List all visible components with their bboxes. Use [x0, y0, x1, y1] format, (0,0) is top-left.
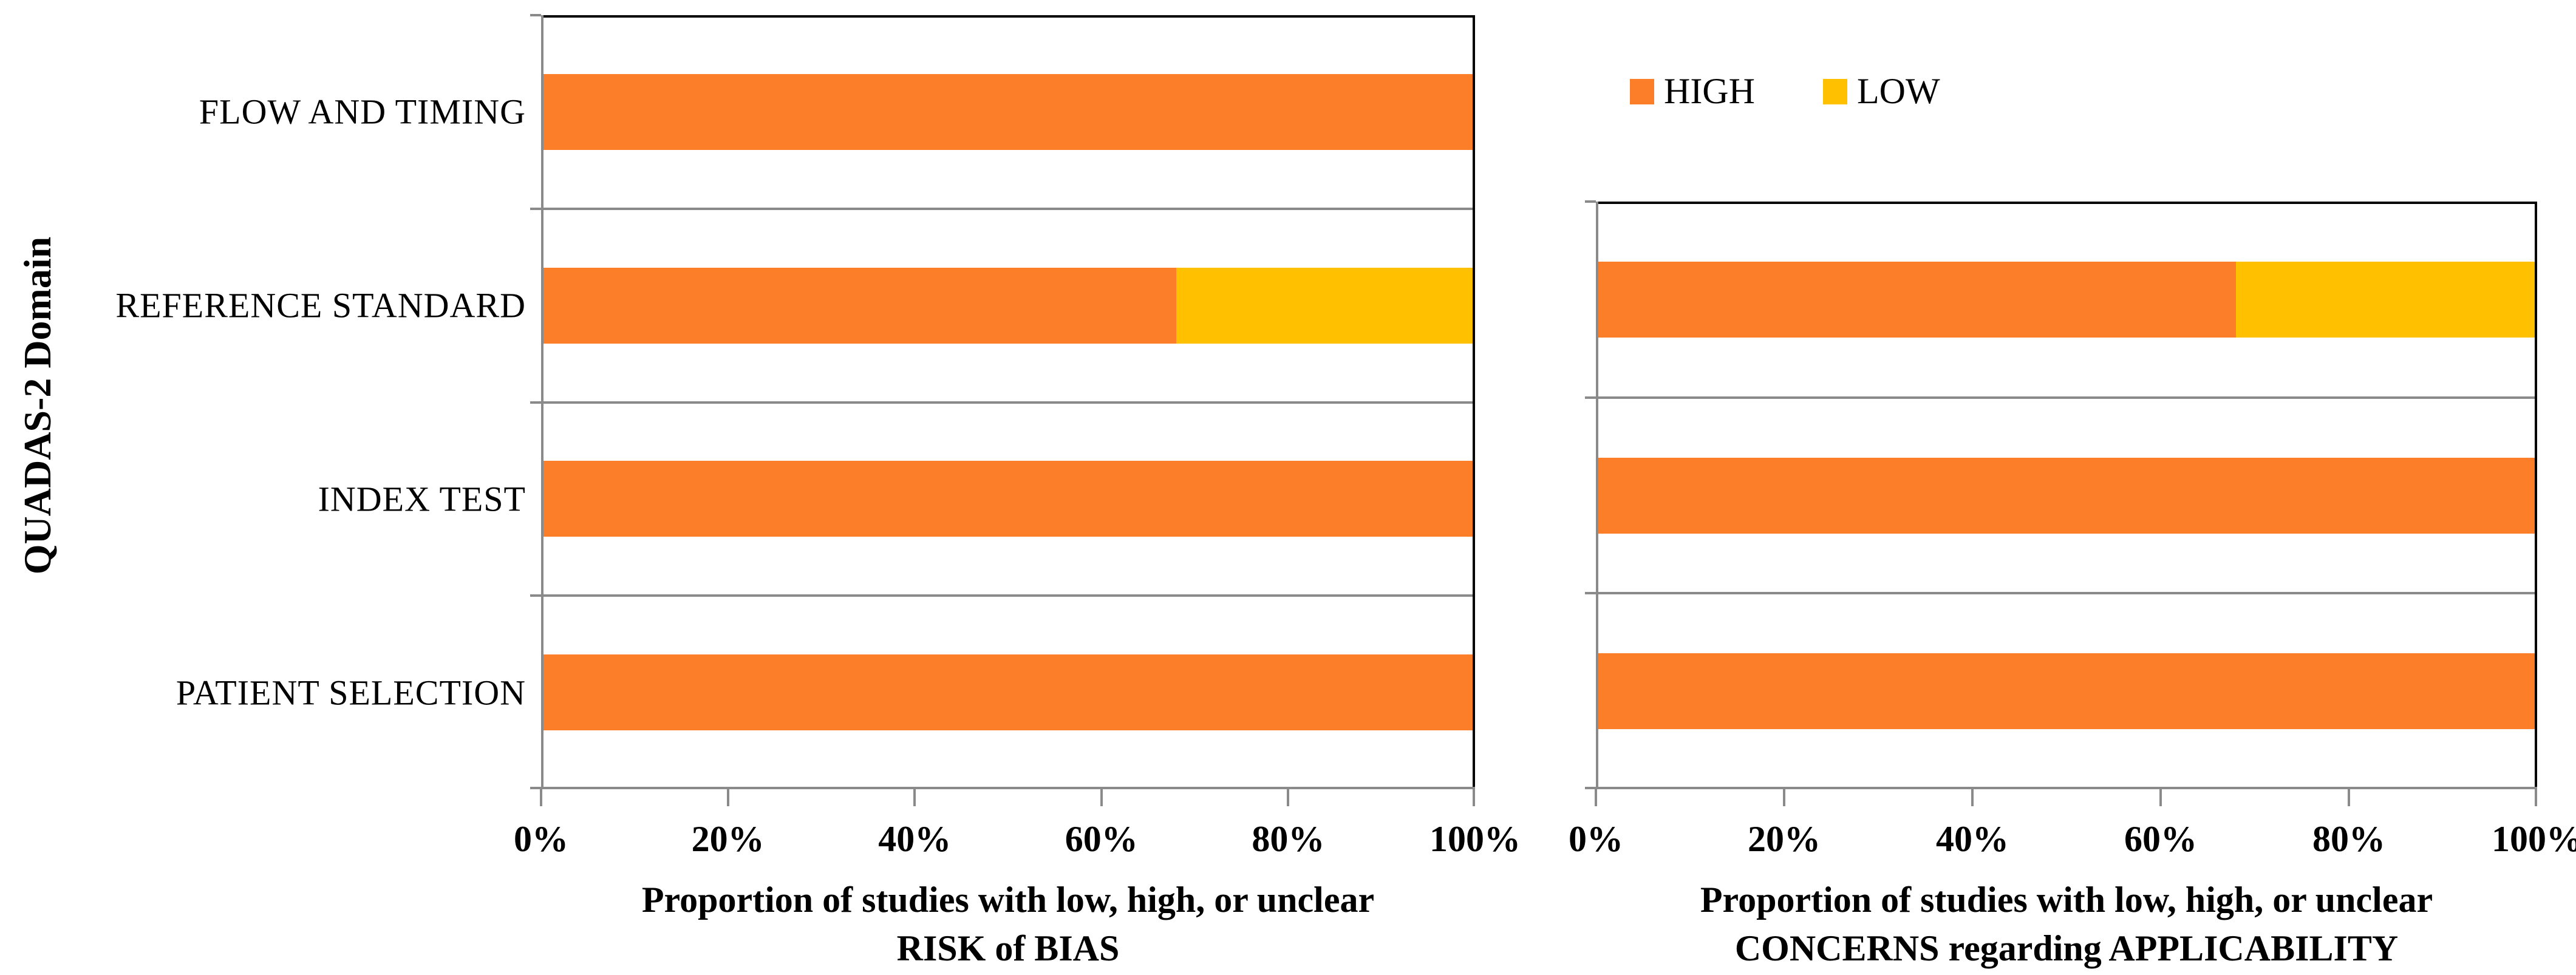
category-label: REFERENCE STANDARD: [115, 285, 526, 325]
category-axis-tick: [1585, 787, 1596, 789]
value-axis-tick-label: 100%: [1429, 819, 1521, 859]
bar-segment-high: [541, 654, 1475, 731]
value-axis-tick: [1287, 789, 1290, 806]
category-axis-tick: [1585, 396, 1596, 399]
x-axis-title-applicability-line2: CONCERNS regarding APPLICABILITY: [1734, 928, 2399, 968]
legend-swatch-low: [1822, 78, 1847, 104]
value-axis-tick: [1971, 789, 1974, 806]
category-axis-tick: [530, 787, 541, 789]
gridline: [1596, 396, 2537, 399]
category-axis-tick: [1585, 200, 1596, 203]
value-axis-tick: [1783, 789, 1785, 806]
value-axis-tick: [913, 789, 916, 806]
bar-segment-low: [2236, 261, 2537, 338]
value-axis-tick: [540, 789, 542, 806]
value-axis-tick-label: 80%: [1252, 819, 1325, 859]
category-axis-tick: [530, 14, 541, 16]
category-axis-tick: [530, 401, 541, 404]
x-axis-title-applicability-line1: Proportion of studies with low, high, or…: [1700, 880, 2433, 920]
value-axis-tick-label: 20%: [1748, 819, 1821, 859]
bar-segment-high: [541, 267, 1176, 344]
gridline: [541, 207, 1475, 210]
value-axis-tick-label: 40%: [878, 819, 952, 859]
plot-border-top: [541, 15, 1475, 18]
bar-segment-high: [1596, 457, 2537, 534]
value-axis-tick-label: 0%: [514, 819, 568, 859]
category-axis-line: [1596, 202, 1598, 789]
category-label: PATIENT SELECTION: [175, 673, 526, 713]
legend-item-low: LOW: [1822, 70, 1940, 112]
value-axis-tick-label: 60%: [2124, 819, 2197, 859]
value-axis-tick-label: 80%: [2312, 819, 2385, 859]
value-axis-tick: [1595, 789, 1597, 806]
gridline: [1596, 592, 2537, 595]
value-axis-tick-label: 40%: [1936, 819, 2009, 859]
x-axis-title-risk-line2: RISK of BIAS: [896, 928, 1120, 968]
value-axis-tick-label: 100%: [2492, 819, 2576, 859]
x-axis-title-risk-line1: Proportion of studies with low, high, or…: [641, 880, 1375, 920]
value-axis-tick: [2159, 789, 2162, 806]
plot-border-right: [2535, 202, 2537, 789]
plot-border-top: [1596, 202, 2537, 204]
value-axis-tick: [1100, 789, 1103, 806]
legend-label-high: HIGH: [1664, 71, 1755, 111]
category-axis-tick: [530, 207, 541, 210]
gridline: [541, 401, 1475, 404]
value-axis-tick-label: 0%: [1569, 819, 1623, 859]
category-label: INDEX TEST: [318, 479, 526, 519]
plot-area: [1585, 200, 2537, 806]
value-axis-tick: [726, 789, 729, 806]
category-label: FLOW AND TIMING: [199, 92, 526, 132]
legend-item-high: HIGH: [1630, 70, 1755, 112]
x-axis-title-applicability: Proportion of studies with low, high, or…: [1596, 875, 2537, 973]
value-axis-line: [1596, 787, 2537, 789]
gridline: [541, 594, 1475, 597]
value-axis-tick: [2348, 789, 2350, 806]
legend-swatch-high: [1630, 78, 1654, 104]
value-axis-tick-label: 60%: [1065, 819, 1138, 859]
category-axis-tick: [530, 594, 541, 597]
value-axis-tick: [1473, 789, 1475, 806]
category-axis-line: [541, 15, 543, 789]
bar-segment-low: [1176, 267, 1475, 344]
legend-label-low: LOW: [1856, 71, 1940, 111]
plot-border-right: [1473, 15, 1475, 789]
x-axis-title-risk: Proportion of studies with low, high, or…: [541, 875, 1475, 973]
value-axis-tick-label: 20%: [691, 819, 765, 859]
bar-segment-high: [1596, 261, 2236, 338]
legend: HIGH LOW: [1630, 70, 2008, 112]
bar-segment-high: [541, 73, 1475, 150]
category-axis-tick: [1585, 592, 1596, 595]
bar-segment-high: [541, 461, 1475, 537]
value-axis-tick: [2535, 789, 2537, 806]
value-axis-line: [541, 787, 1475, 789]
plot-area: [530, 14, 1475, 806]
bar-segment-high: [1596, 653, 2537, 730]
